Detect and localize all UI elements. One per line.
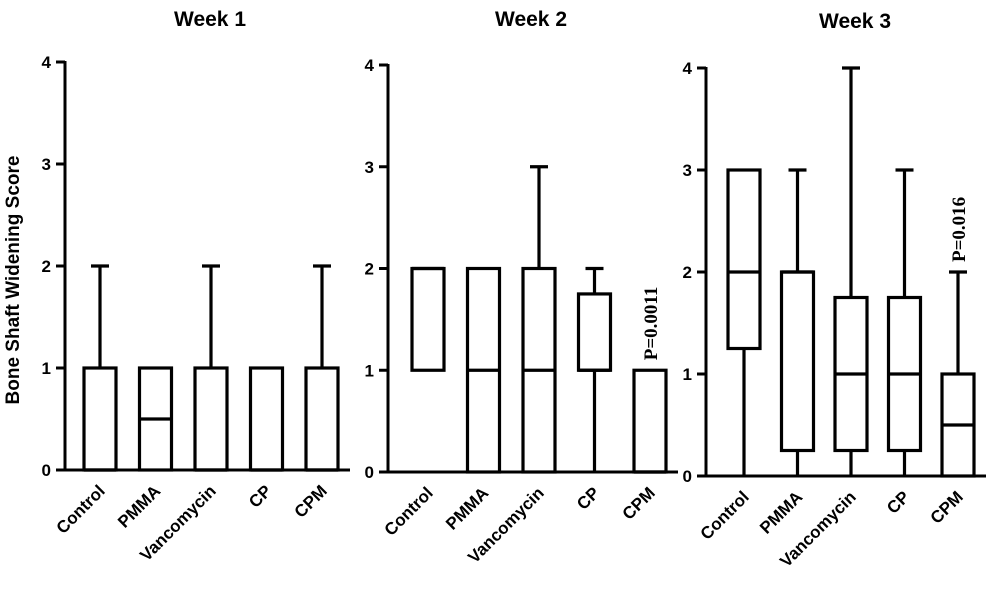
- box-vancomycin: [833, 66, 869, 476]
- x-tick-label: CPM: [927, 487, 967, 527]
- box-vancomycin: [193, 264, 229, 472]
- box-vancomycin: [521, 165, 557, 474]
- y-tick-label: 4: [42, 53, 52, 72]
- box-cp: [248, 366, 285, 472]
- y-tick-label: 4: [365, 56, 375, 75]
- box-cp: [576, 266, 613, 472]
- y-tick-label: 2: [42, 257, 51, 276]
- box-control: [82, 264, 118, 472]
- y-tick-label: 3: [42, 155, 51, 174]
- box-control: [726, 168, 762, 476]
- box-rect: [576, 292, 613, 372]
- y-tick-label: 3: [683, 161, 692, 180]
- box-rect: [304, 366, 340, 472]
- panel-week-1: Week 1 Bone Shaft Widening Score 0 1 2 3 4 Cont…: [3, 8, 350, 565]
- box-rect: [779, 270, 816, 453]
- box-control: [410, 266, 446, 372]
- x-tick-label: CP: [883, 487, 913, 517]
- p-value-annotation: P=0.0011: [641, 287, 662, 361]
- y-tick-label: 4: [683, 59, 693, 78]
- y-tick-label: 1: [42, 359, 51, 378]
- y-tick-label: 2: [683, 263, 692, 282]
- x-tick-label: PMMA: [114, 481, 164, 531]
- box-rect: [410, 266, 446, 372]
- y-tick-label: 1: [365, 361, 374, 380]
- panel-title: Week 1: [174, 8, 246, 31]
- box-rect: [632, 368, 668, 474]
- box-cpm: [632, 368, 668, 474]
- box-rect: [248, 366, 285, 472]
- y-tick-label: 0: [365, 463, 374, 482]
- box-rect: [726, 168, 762, 351]
- box-cpm: [940, 270, 976, 478]
- p-value-annotation: P=0.016: [949, 197, 970, 262]
- box-cp: [886, 168, 923, 476]
- x-tick-label: PMMA: [756, 487, 806, 537]
- box-rect: [193, 366, 229, 472]
- x-tick-label: CP: [245, 481, 275, 511]
- x-tick-label: Control: [53, 481, 109, 537]
- x-tick-label: PMMA: [442, 483, 492, 533]
- box-pmma: [137, 366, 174, 472]
- y-tick-label: 0: [683, 467, 692, 486]
- y-tick-label: 3: [365, 158, 374, 177]
- x-tick-label: CPM: [291, 481, 331, 521]
- y-axis-label: Bone Shaft Widening Score: [3, 156, 24, 405]
- box-cpm: [304, 264, 340, 472]
- x-tick-label: Control: [697, 487, 753, 543]
- panel-title: Week 3: [819, 10, 891, 33]
- x-tick-label: CP: [573, 483, 603, 513]
- y-tick-label: 0: [42, 461, 51, 480]
- box-rect: [82, 366, 118, 472]
- panel-title: Week 2: [495, 8, 567, 31]
- x-tick-label: Control: [381, 483, 437, 539]
- x-tick-label: CPM: [619, 483, 659, 523]
- y-tick-label: 2: [365, 260, 374, 279]
- box-pmma: [465, 266, 502, 474]
- box-pmma: [779, 168, 816, 476]
- y-tick-label: 1: [683, 365, 692, 384]
